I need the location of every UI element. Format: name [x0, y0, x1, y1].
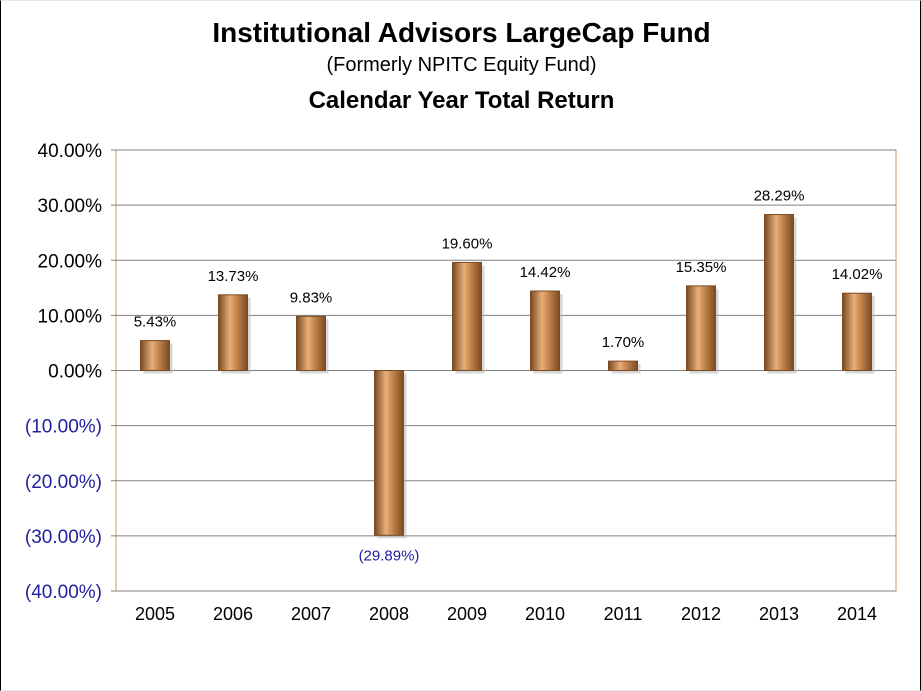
bar-2013 [764, 214, 794, 371]
x-tick-label: 2007 [291, 604, 331, 624]
chart-title: Institutional Advisors LargeCap Fund [212, 17, 711, 48]
x-tick-label: 2005 [135, 604, 175, 624]
bar-2014 [842, 292, 872, 371]
y-tick-label: 20.00% [38, 251, 103, 272]
bar-2007 [296, 315, 326, 372]
data-label: 5.43% [134, 314, 177, 331]
x-axis-tick-labels: 2005 2006 2007 2008 2009 2010 2011 2012 2013 2014 [135, 604, 877, 624]
x-tick-label: 2013 [759, 604, 799, 624]
x-tick-label: 2009 [447, 604, 487, 624]
data-label: 15.35% [676, 259, 727, 276]
bar-2010 [530, 290, 560, 371]
data-label: 9.83% [290, 289, 333, 306]
bar-2006 [218, 294, 248, 372]
y-axis-tick-labels: 40.00% 30.00% 20.00% 10.00% 0.00% (10.00%) (20… [25, 141, 102, 603]
data-label: 1.70% [602, 334, 645, 351]
bars [140, 214, 875, 539]
y-tick-label: 10.00% [38, 306, 103, 327]
x-tick-label: 2014 [837, 604, 877, 624]
y-tick-label: (40.00%) [25, 582, 102, 603]
data-label: 28.29% [754, 188, 805, 205]
bar-2008 [374, 370, 404, 536]
y-tick-label: (30.00%) [25, 527, 102, 548]
data-labels: 5.43% 13.73% 9.83% (29.89%) 19.60% 14.42% 1.70… [134, 188, 883, 565]
x-tick-label: 2011 [604, 604, 643, 624]
y-tick-label: (10.00%) [25, 417, 102, 438]
bar-2009 [452, 261, 482, 371]
data-label: 19.60% [442, 235, 493, 252]
data-label: 14.02% [832, 266, 883, 283]
x-tick-label: 2008 [369, 604, 409, 624]
x-tick-label: 2012 [681, 604, 721, 624]
y-tick-label: 30.00% [38, 196, 103, 217]
y-tick-label: 0.00% [48, 362, 102, 383]
bar-2012 [686, 285, 716, 371]
data-label: (29.89%) [359, 547, 420, 564]
chart-heading: Calendar Year Total Return [308, 87, 615, 114]
bar-2005 [140, 340, 170, 372]
y-tick-label: 40.00% [38, 141, 103, 162]
chart-subtitle: (Formerly NPITC Equity Fund) [326, 54, 597, 76]
y-tick-label: (20.00%) [25, 472, 102, 493]
data-label: 14.42% [520, 264, 571, 281]
bar-2011 [608, 360, 638, 372]
x-tick-label: 2006 [213, 604, 253, 624]
x-tick-label: 2010 [525, 604, 565, 624]
data-label: 13.73% [208, 268, 259, 285]
